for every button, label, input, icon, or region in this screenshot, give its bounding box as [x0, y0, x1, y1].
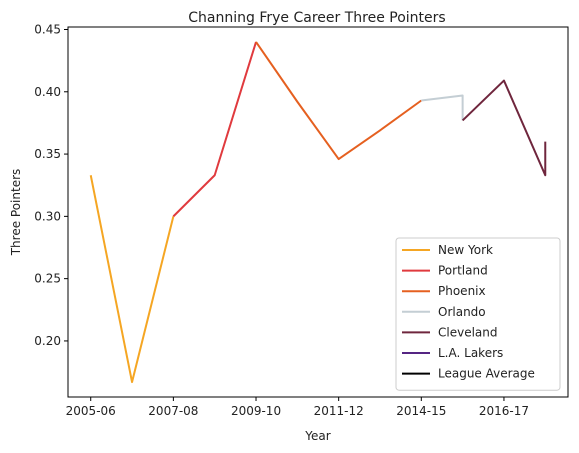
y-axis: 0.20 0.25 0.30 0.35 0.40 0.45	[34, 22, 68, 348]
series-line-orlando	[421, 94, 464, 121]
x-tick-label: 2005-06	[66, 404, 116, 418]
x-axis-label: Year	[304, 429, 330, 443]
legend: New York Portland Phoenix Orlando Cleveland L…	[395, 237, 561, 391]
series-line-phoenix	[255, 41, 422, 161]
y-axis-label: Three Pointers	[9, 169, 23, 257]
series-line-portland	[172, 41, 257, 218]
legend-label-orlando: Orlando	[438, 305, 486, 319]
y-tick-label: 0.20	[34, 334, 61, 348]
legend-label-portland: Portland	[438, 264, 488, 278]
legend-box	[395, 237, 561, 391]
chart-title: Channing Frye Career Three Pointers	[188, 10, 445, 26]
series-line-cleveland	[461, 79, 547, 177]
y-tick-label: 0.40	[34, 85, 61, 99]
legend-label-league-average: League Average	[438, 367, 535, 381]
y-tick-label: 0.25	[34, 272, 61, 286]
y-tick-label: 0.45	[34, 22, 61, 36]
plot-area	[89, 41, 547, 384]
series-line-new-york	[89, 175, 175, 384]
legend-label-l-a-lakers: L.A. Lakers	[438, 346, 503, 360]
legend-label-cleveland: Cleveland	[438, 325, 498, 339]
x-axis: 2005-06 2007-08 2009-10 2011-12 2014-15 2016-…	[66, 397, 529, 418]
x-tick-label: 2007-08	[148, 404, 198, 418]
axes-frame	[67, 26, 569, 398]
x-tick-label: 2011-12	[314, 404, 364, 418]
y-tick-label: 0.35	[34, 147, 61, 161]
legend-label-new-york: New York	[438, 243, 493, 257]
y-tick-label: 0.30	[34, 209, 61, 223]
x-tick-label: 2009-10	[231, 404, 281, 418]
x-tick-label: 2016-17	[479, 404, 529, 418]
legend-label-phoenix: Phoenix	[438, 284, 486, 298]
x-tick-label: 2014-15	[396, 404, 446, 418]
